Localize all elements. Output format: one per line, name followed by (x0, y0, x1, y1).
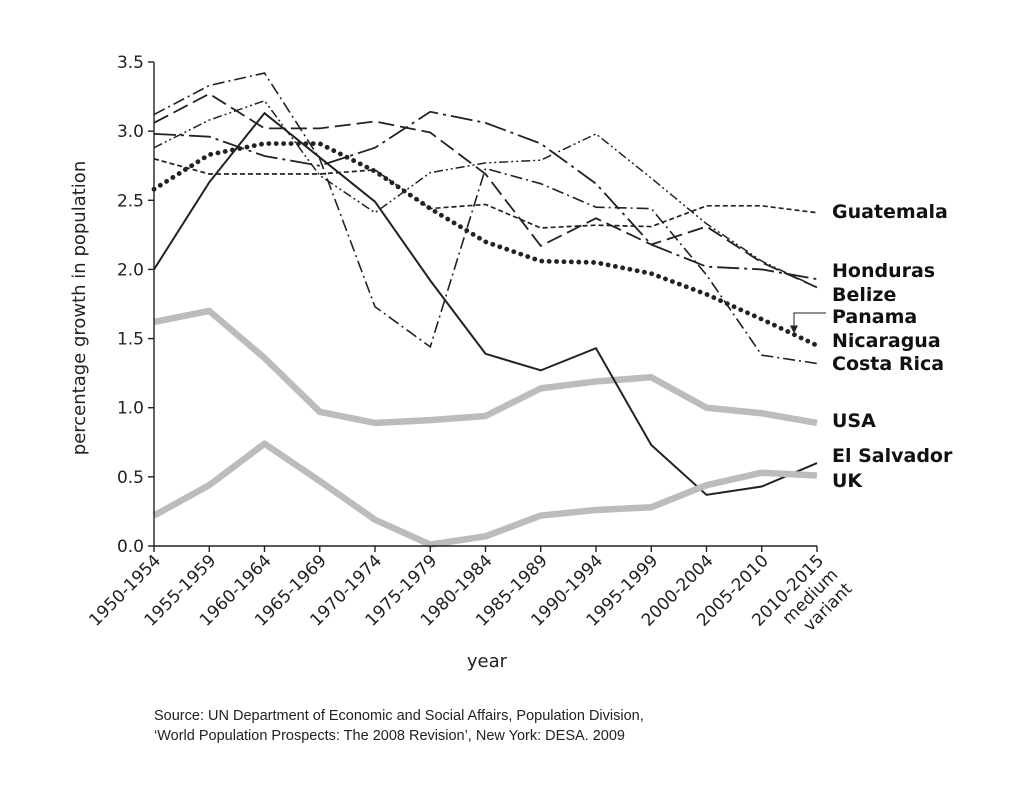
series-line-uk (152, 440, 818, 548)
legend-label-honduras: Honduras (832, 260, 935, 282)
legend-label-usa: USA (832, 410, 876, 432)
axes-layer: 0.00.51.01.52.02.53.03.51950-19541955-19… (85, 53, 856, 636)
y-tick-label: 2.0 (117, 260, 144, 280)
series-line-el-salvador (153, 111, 818, 496)
y-tick-label: 1.0 (117, 399, 144, 419)
y-tick-label: 3.5 (117, 53, 144, 73)
legend-label-belize: Belize (832, 284, 896, 306)
y-tick-label: 1.5 (117, 330, 144, 350)
y-tick-label: 0.0 (117, 537, 144, 557)
y-tick-label: 2.5 (117, 191, 144, 211)
legend-layer: Guatemala HondurasBelizePanamaNicaraguaCo… (790, 201, 953, 492)
source-line-1: Source: UN Department of Economic and So… (154, 708, 644, 724)
legend-label-nicaragua: Nicaragua (832, 330, 941, 352)
panama-leader-arrow (790, 325, 798, 334)
panama-leader-line (793, 312, 826, 328)
series-line-panama (151, 141, 820, 348)
series-line-costa-rica (153, 72, 818, 365)
series-line-belize (153, 92, 818, 289)
series-line-usa (153, 307, 818, 427)
y-tick-label: 3.0 (117, 122, 144, 142)
source-line-2: ‘World Population Prospects: The 2008 Re… (154, 728, 625, 744)
y-tick-label: 0.5 (117, 468, 144, 488)
legend-label-costa-rica: Costa Rica (832, 353, 944, 375)
y-axis-title: percentage growth in population (69, 161, 90, 455)
legend-label-panama: Panama (832, 306, 917, 328)
series-line-nicaragua (153, 99, 818, 289)
legend-label-uk: UK (832, 470, 863, 492)
series-layer (151, 72, 820, 548)
legend-label-guatemala: Guatemala (832, 201, 948, 223)
series-line-guatemala (153, 157, 818, 229)
series-line-honduras (153, 110, 818, 280)
x-axis-title: year (467, 651, 508, 672)
legend-label-el-salvador: El Salvador (832, 445, 953, 467)
